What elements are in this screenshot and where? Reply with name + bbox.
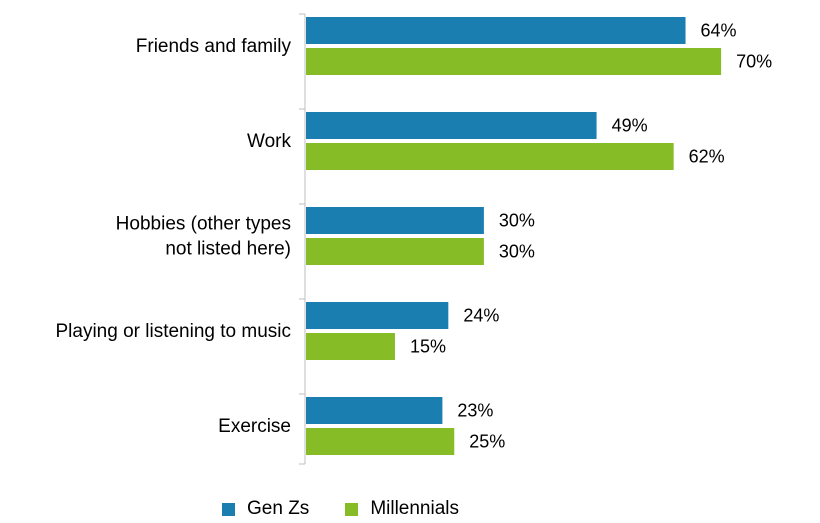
data-label: 30%	[499, 242, 535, 262]
category-labels: Friends and family Work Hobbies (other typ…	[56, 36, 292, 437]
bar-gen-zs	[306, 397, 443, 424]
bar-millennials	[306, 143, 674, 170]
bar-millennials	[306, 48, 722, 75]
category-label: Work	[247, 131, 291, 152]
bars-group: 64% 70% 49% 62% 30% 30% 24% 15% 23% 25%	[306, 17, 772, 455]
data-label: 25%	[469, 432, 505, 452]
legend-label-series-0: Gen Zs	[247, 498, 310, 519]
legend-swatch-series-0	[222, 502, 235, 516]
bar-gen-zs	[306, 17, 686, 44]
data-label: 62%	[689, 147, 725, 167]
category-label: Friends and family	[136, 36, 292, 57]
legend-item-series-1: Millennials	[345, 498, 459, 520]
bar-millennials	[306, 238, 484, 265]
data-label: 24%	[463, 306, 499, 326]
y-axis-ticks	[299, 13, 305, 465]
data-label: 23%	[457, 401, 493, 421]
bar-millennials	[306, 428, 455, 455]
category-label: Playing or listening to music	[56, 321, 292, 342]
bar-gen-zs	[306, 207, 484, 234]
data-label: 64%	[701, 21, 737, 41]
data-label: 30%	[499, 211, 535, 231]
category-label: Hobbies (other types not listed here)	[116, 214, 291, 260]
bar-gen-zs	[306, 302, 449, 329]
legend-swatch-series-1	[345, 502, 359, 516]
legend-item-series-0: Gen Zs	[222, 498, 309, 520]
legend-label-series-1: Millennials	[370, 498, 460, 519]
data-label: 15%	[410, 337, 446, 357]
category-label: Exercise	[218, 416, 291, 437]
data-label: 49%	[612, 116, 648, 136]
bar-millennials	[306, 333, 395, 360]
bar-gen-zs	[306, 112, 597, 139]
legend: Gen Zs Millennials	[222, 498, 459, 520]
data-label: 70%	[736, 52, 772, 72]
